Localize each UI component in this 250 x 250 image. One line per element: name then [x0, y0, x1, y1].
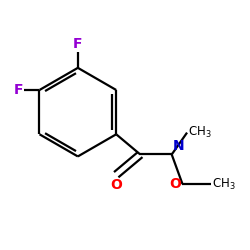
- Text: CH$_3$: CH$_3$: [188, 125, 212, 140]
- Text: F: F: [73, 37, 83, 51]
- Text: O: O: [169, 177, 181, 191]
- Text: CH$_3$: CH$_3$: [212, 176, 236, 192]
- Text: N: N: [173, 139, 185, 153]
- Text: O: O: [110, 178, 122, 192]
- Text: F: F: [14, 83, 23, 97]
